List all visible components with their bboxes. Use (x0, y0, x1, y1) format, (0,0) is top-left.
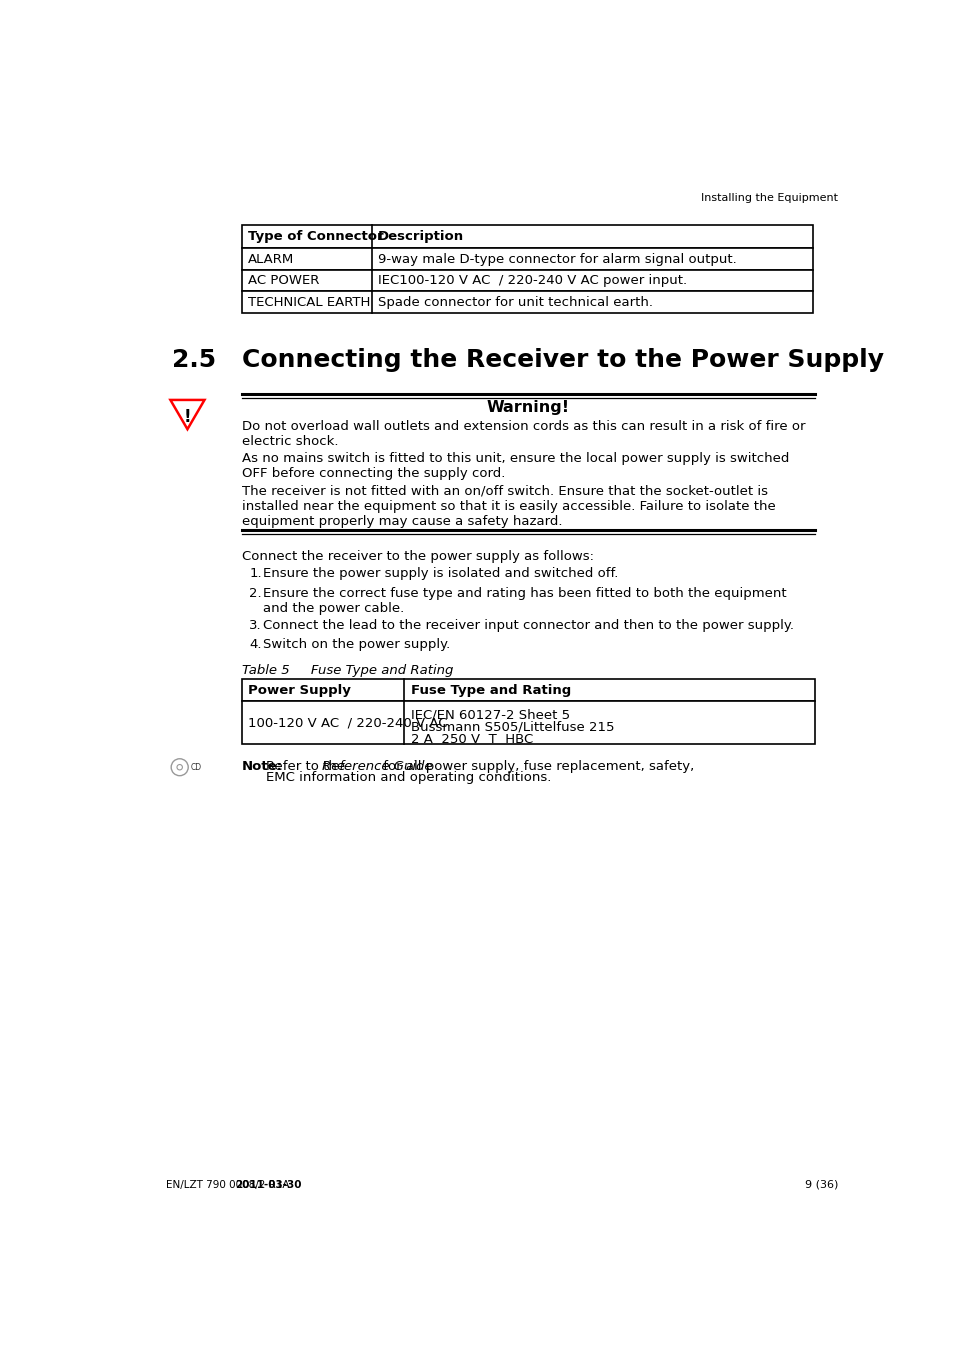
Text: Warning!: Warning! (486, 400, 569, 414)
Text: 4.: 4. (249, 639, 262, 651)
Bar (241, 225, 812, 248)
Text: Note:: Note: (241, 760, 282, 772)
Bar (241, 679, 815, 701)
Text: Description: Description (377, 231, 464, 243)
Text: Connecting the Receiver to the Power Supply: Connecting the Receiver to the Power Sup… (241, 347, 882, 371)
Text: ALARM: ALARM (248, 252, 294, 266)
Text: Do not overload wall outlets and extension cords as this can result in a risk of: Do not overload wall outlets and extensi… (241, 420, 804, 448)
Text: Type of Connector: Type of Connector (248, 231, 383, 243)
Text: Spade connector for unit technical earth.: Spade connector for unit technical earth… (377, 296, 653, 309)
Text: for all power supply, fuse replacement, safety,: for all power supply, fuse replacement, … (378, 760, 694, 772)
Bar (241, 248, 812, 270)
Text: AC POWER: AC POWER (248, 274, 319, 288)
Text: Connect the receiver to the power supply as follows:: Connect the receiver to the power supply… (241, 551, 593, 563)
Text: The receiver is not fitted with an on/off switch. Ensure that the socket-outlet : The receiver is not fitted with an on/of… (241, 485, 775, 528)
Bar (241, 292, 812, 313)
Text: 2011-03-30: 2011-03-30 (234, 1180, 301, 1189)
Text: 1.: 1. (249, 567, 262, 580)
Text: Ensure the power supply is isolated and switched off.: Ensure the power supply is isolated and … (263, 567, 618, 580)
Text: !: ! (183, 408, 191, 425)
Text: 9-way male D-type connector for alarm signal output.: 9-way male D-type connector for alarm si… (377, 252, 736, 266)
Text: TECHNICAL EARTH: TECHNICAL EARTH (248, 296, 370, 309)
Text: IEC100-120 V AC  / 220-240 V AC power input.: IEC100-120 V AC / 220-240 V AC power inp… (377, 274, 686, 288)
Text: As no mains switch is fitted to this unit, ensure the local power supply is swit: As no mains switch is fitted to this uni… (241, 452, 788, 481)
Text: Power Supply: Power Supply (248, 683, 351, 697)
Text: Reference Guide: Reference Guide (322, 760, 433, 772)
Text: 2.: 2. (249, 587, 262, 599)
Bar (241, 270, 812, 292)
Text: Ensure the correct fuse type and rating has been fitted to both the equipment
an: Ensure the correct fuse type and rating … (263, 587, 786, 616)
Text: Installing the Equipment: Installing the Equipment (700, 193, 838, 202)
Text: IEC/EN 60127-2 Sheet 5: IEC/EN 60127-2 Sheet 5 (410, 709, 569, 722)
Text: 3.: 3. (249, 618, 262, 632)
Text: 100-120 V AC  / 220-240 V AC: 100-120 V AC / 220-240 V AC (248, 716, 447, 729)
Text: Bussmann S505/Littelfuse 215: Bussmann S505/Littelfuse 215 (410, 721, 614, 733)
Text: 2.5: 2.5 (172, 347, 215, 371)
Text: CD: CD (191, 763, 201, 772)
Text: Table 5     Fuse Type and Rating: Table 5 Fuse Type and Rating (241, 664, 453, 678)
Text: 2 A  250 V  T  HBC: 2 A 250 V T HBC (410, 733, 533, 745)
Text: Fuse Type and Rating: Fuse Type and Rating (410, 683, 570, 697)
Text: EN/LZT 790 0008/2 R1A: EN/LZT 790 0008/2 R1A (166, 1180, 293, 1189)
Text: Refer to the: Refer to the (266, 760, 350, 772)
Bar (241, 701, 815, 744)
Text: 9 (36): 9 (36) (804, 1180, 838, 1189)
Text: Connect the lead to the receiver input connector and then to the power supply.: Connect the lead to the receiver input c… (263, 618, 794, 632)
Polygon shape (171, 400, 204, 429)
Text: Switch on the power supply.: Switch on the power supply. (263, 639, 450, 651)
Text: EMC information and operating conditions.: EMC information and operating conditions… (266, 771, 551, 784)
